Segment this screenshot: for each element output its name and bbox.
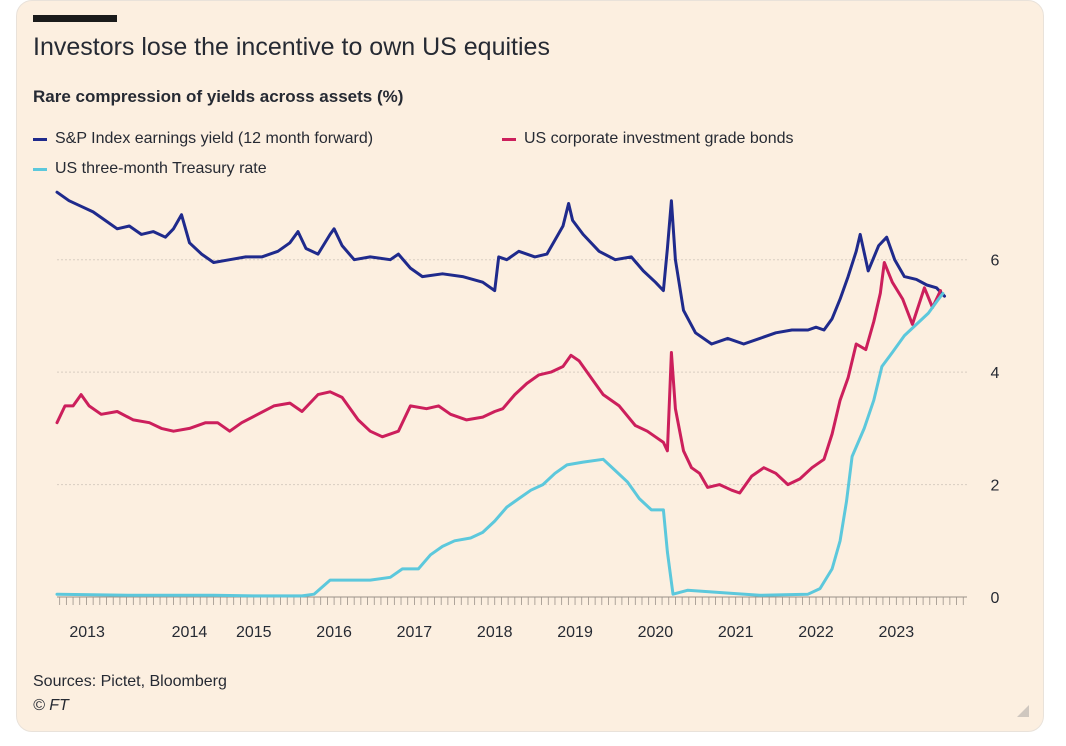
x-tick-label: 2019 xyxy=(557,624,593,641)
y-tick-label: 0 xyxy=(991,590,1000,607)
series-line-1 xyxy=(55,261,942,495)
x-tick-label: 2015 xyxy=(236,624,272,641)
x-tick-label: 2021 xyxy=(718,624,754,641)
x-tick-label: 2023 xyxy=(879,624,915,641)
legend-swatch-sp xyxy=(33,138,47,141)
y-tick-label: 6 xyxy=(991,253,1000,270)
chart-card: Investors lose the incentive to own US e… xyxy=(16,0,1044,732)
x-tick-label: 2017 xyxy=(397,624,433,641)
x-tick-label: 2022 xyxy=(798,624,834,641)
resize-corner-icon[interactable] xyxy=(1017,705,1029,717)
copyright-credit: © FT xyxy=(33,697,69,714)
legend-label-tb: US three-month Treasury rate xyxy=(55,160,267,177)
chart-title: Investors lose the incentive to own US e… xyxy=(33,33,550,61)
source-note: Sources: Pictet, Bloomberg xyxy=(33,673,227,690)
series-line-2 xyxy=(55,291,945,598)
chart-subtitle: Rare compression of yields across assets… xyxy=(33,87,404,106)
x-tick-label: 2018 xyxy=(477,624,513,641)
x-tick-label: 2013 xyxy=(69,624,105,641)
x-tick-label: 2014 xyxy=(172,624,208,641)
legend-swatch-tb xyxy=(33,168,47,171)
series-line-0 xyxy=(55,190,946,346)
legend-label-ig: US corporate investment grade bonds xyxy=(524,130,794,147)
legend-swatch-ig xyxy=(502,138,516,141)
x-tick-label: 2016 xyxy=(316,624,352,641)
brand-bar xyxy=(33,15,117,22)
legend-label-sp: S&P Index earnings yield (12 month forwa… xyxy=(55,130,374,147)
y-tick-label: 2 xyxy=(991,478,1000,495)
line-chart: 0 2 4 6 2013 2014 2015 2016 2017 2018 2019 2020 2021… xyxy=(55,190,1000,641)
y-tick-label: 4 xyxy=(991,365,1000,382)
x-tick-label: 2020 xyxy=(638,624,674,641)
